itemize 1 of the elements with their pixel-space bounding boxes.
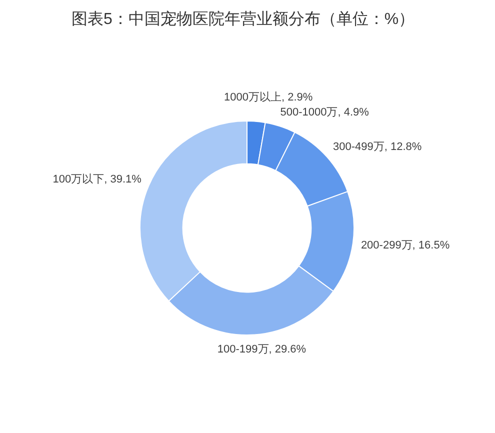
title: 图表5：中国宠物医院年营业额分布（单位：%） — [71, 11, 415, 28]
